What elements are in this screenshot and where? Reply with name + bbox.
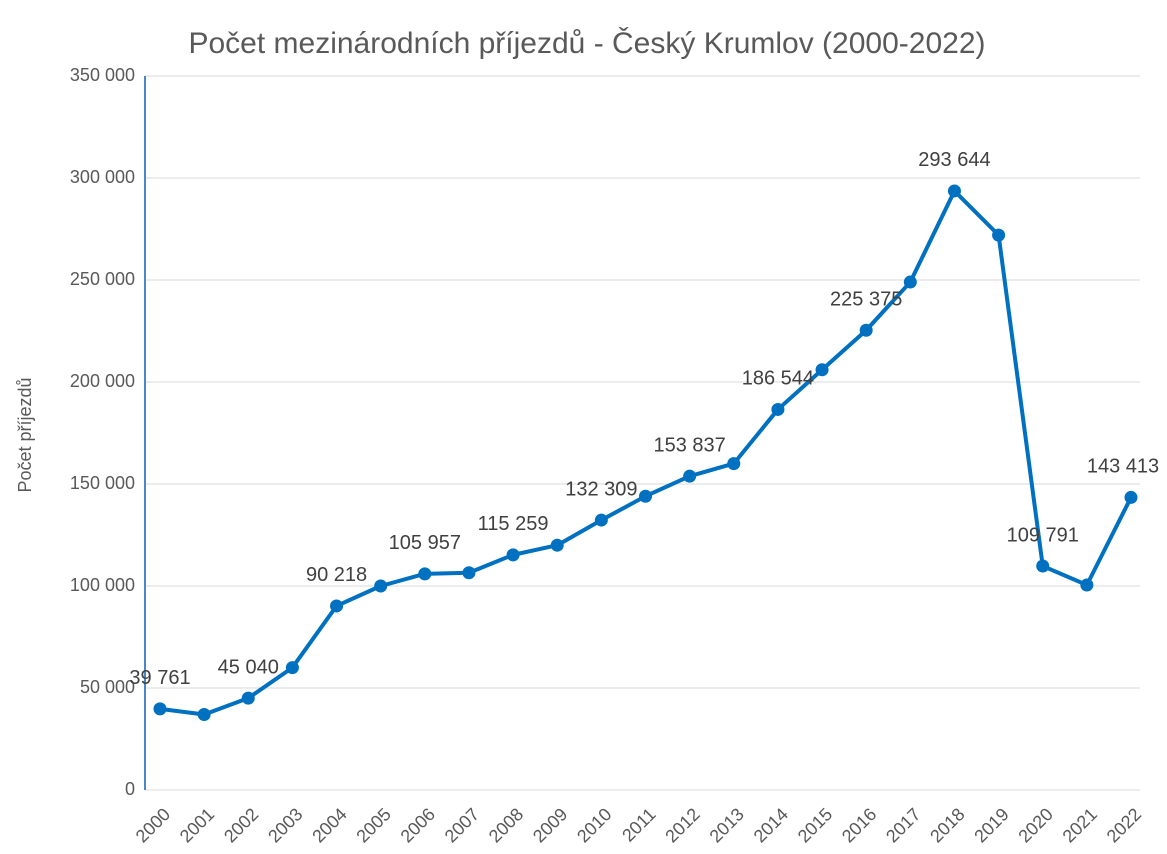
data-label: 153 837 [653,434,725,456]
x-tick-label: 2007 [441,804,483,846]
data-label: 109 791 [1007,524,1079,546]
x-tick-label: 2019 [970,804,1012,846]
data-point [947,184,961,198]
data-point [903,275,917,289]
x-tick-label: 2018 [926,804,968,846]
data-point [550,538,564,552]
data-point [153,702,167,716]
data-point [639,489,652,503]
series-line [159,188,1133,717]
x-tick-label: 2020 [1014,804,1056,846]
chart-title: Počet mezinárodních příjezdů - Český Kru… [188,26,985,60]
data-point [859,323,873,337]
x-tick-label: 2013 [706,804,748,846]
data-point [506,548,520,562]
data-point [418,567,432,581]
x-tick-label: 2012 [661,804,703,846]
y-axis-label: Počet příjezdů [15,377,35,492]
data-point [594,513,608,527]
data-label: 39 761 [129,667,190,689]
data-point [771,402,785,416]
x-tick-label: 2001 [176,804,218,846]
y-tick-label: 250 000 [70,269,135,289]
x-tick-label: 2006 [397,804,439,846]
data-point [285,661,299,675]
data-label: 225 375 [830,289,902,311]
data-point [462,566,476,580]
data-point [197,708,211,722]
x-tick-label: 2002 [220,804,262,846]
data-point [374,579,388,593]
x-tick-label: 2009 [529,804,571,846]
x-tick-label: 2010 [573,804,615,846]
x-tick-label: 2011 [618,804,660,846]
y-tick-label: 150 000 [70,473,135,493]
y-tick-label: 350 000 [70,65,135,85]
y-tick-label: 50 000 [80,677,135,697]
data-point [1124,490,1138,504]
data-label: 115 259 [478,513,549,535]
data-point [1080,578,1094,592]
data-label: 90 218 [306,564,367,586]
data-point [683,469,697,483]
y-tick-label: 100 000 [70,575,135,595]
data-label: 105 957 [389,532,461,554]
data-label: 293 644 [918,149,990,171]
data-point [815,363,829,377]
y-tick-label: 0 [125,779,135,799]
data-label: 132 309 [565,478,637,500]
x-tick-label: 2017 [882,804,924,846]
x-tick-label: 2021 [1059,804,1101,846]
y-tick-label: 300 000 [70,167,135,187]
data-point [992,228,1006,242]
x-tick-label: 2022 [1103,804,1145,846]
x-tick-label: 2005 [352,804,394,846]
x-tick-label: 2004 [308,804,350,846]
x-tick-label: 2000 [132,804,174,846]
data-point [241,691,255,705]
x-tick-label: 2014 [750,804,792,846]
data-point [727,457,741,471]
data-label: 186 544 [742,368,814,390]
y-tick-label: 200 000 [70,371,135,391]
x-tick-label: 2016 [838,804,880,846]
data-point [1036,559,1050,573]
data-label: 143 413 [1087,456,1159,478]
data-label: 45 040 [218,656,279,678]
data-point [330,599,344,613]
x-tick-label: 2008 [485,804,527,846]
x-tick-label: 2015 [794,804,836,846]
x-tick-label: 2003 [264,804,306,846]
